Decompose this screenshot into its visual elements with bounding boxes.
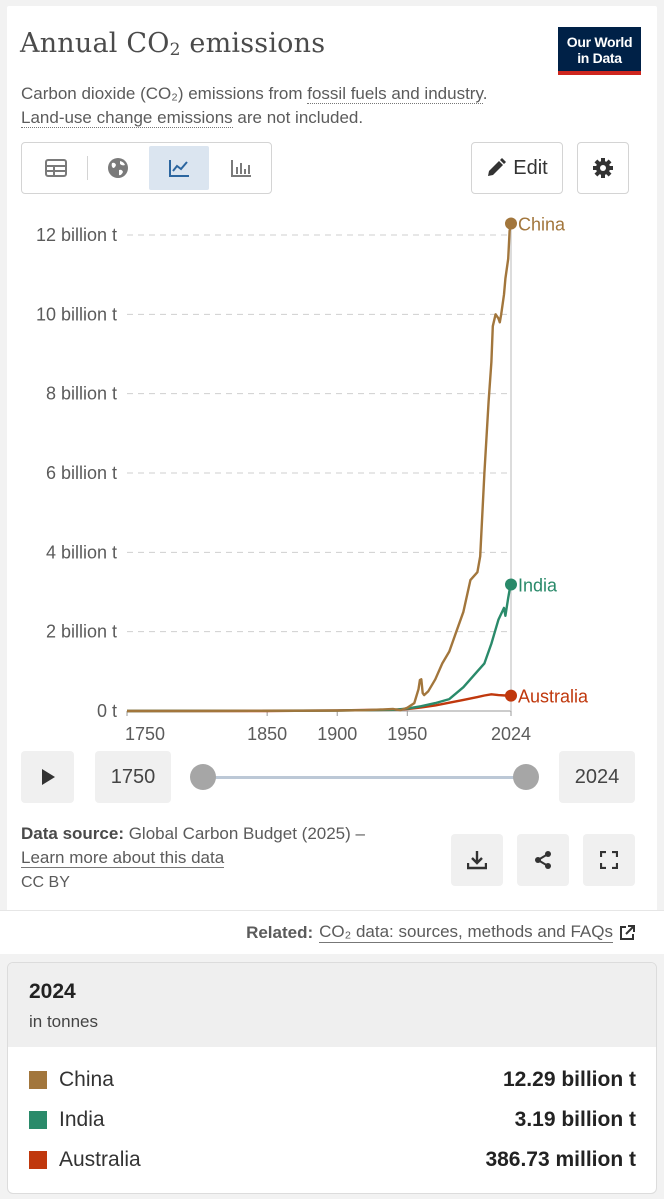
start-handle[interactable] xyxy=(190,764,216,790)
y-tick-label: 8 billion t xyxy=(46,384,117,404)
view-tabs xyxy=(21,142,272,194)
row-value: 3.19 billion t xyxy=(514,1108,636,1131)
owid-logo[interactable]: Our World in Data xyxy=(558,27,641,75)
data-table: 2024 in tonnes China 12.29 billion t Ind… xyxy=(7,962,657,1194)
share-icon xyxy=(535,851,551,869)
bar-chart-icon xyxy=(230,160,251,177)
chart-subtitle: Carbon dioxide (CO₂) emissions from foss… xyxy=(21,84,488,128)
series-end-label: India xyxy=(518,575,558,595)
x-tick-label: 1950 xyxy=(387,724,427,744)
y-tick-label: 0 t xyxy=(97,701,117,721)
data-source: Data source: Global Carbon Budget (2025)… xyxy=(21,824,365,891)
australia-swatch xyxy=(29,1151,47,1169)
row-value: 386.73 million t xyxy=(485,1148,636,1171)
table-icon xyxy=(45,159,68,177)
tab-line-chart[interactable] xyxy=(148,146,210,190)
fullscreen-icon xyxy=(600,851,618,869)
download-icon xyxy=(467,851,487,870)
line-chart[interactable]: 0 t 2 billion t 4 billion t 6 billion t 8 bi… xyxy=(0,200,664,750)
series-end-label: China xyxy=(518,214,566,234)
tab-divider xyxy=(86,156,88,180)
end-year-box[interactable]: 2024 xyxy=(559,751,635,803)
timeline-track[interactable] xyxy=(196,776,521,779)
start-year-box[interactable]: 1750 xyxy=(95,751,171,803)
edit-label: Edit xyxy=(513,156,548,179)
series-line-china xyxy=(126,223,513,713)
line-chart-icon xyxy=(168,160,189,177)
row-name: Australia xyxy=(59,1148,141,1171)
fullscreen-button[interactable] xyxy=(583,834,635,886)
share-button[interactable] xyxy=(517,834,569,886)
learn-more-link[interactable]: Learn more about this data xyxy=(21,848,225,868)
related-link[interactable]: CO₂ data: sources, methods and FAQs xyxy=(319,922,613,943)
related-bar xyxy=(0,910,664,954)
series-line-india xyxy=(126,584,513,713)
y-tick-label: 12 billion t xyxy=(36,225,117,245)
table-row-australia[interactable]: Australia 386.73 million t xyxy=(29,1145,636,1175)
end-handle[interactable] xyxy=(513,764,539,790)
series-end-label: Australia xyxy=(518,687,589,707)
table-year: 2024 xyxy=(29,980,76,1003)
table-row-china[interactable]: China 12.29 billion t xyxy=(29,1065,636,1095)
land-use-link[interactable]: Land-use change emissions xyxy=(21,108,233,128)
tab-table[interactable] xyxy=(26,146,87,190)
globe-icon xyxy=(108,158,129,178)
x-tick-label: 1900 xyxy=(317,724,357,744)
settings-button[interactable] xyxy=(577,142,629,194)
gear-icon xyxy=(593,158,613,178)
series-end-point xyxy=(505,689,517,702)
series-end-point xyxy=(505,578,517,591)
edit-button[interactable]: Edit xyxy=(471,142,563,194)
related-link-row: Related: CO₂ data: sources, methods and … xyxy=(246,922,635,943)
timeline-controls: 1750 2024 xyxy=(21,751,635,803)
table-unit: in tonnes xyxy=(29,1012,98,1031)
play-button[interactable] xyxy=(21,751,74,803)
table-header: 2024 in tonnes xyxy=(8,963,656,1047)
table-row-india[interactable]: India 3.19 billion t xyxy=(29,1105,636,1135)
chart-title: Annual CO2 emissions xyxy=(20,28,326,60)
series-end-point xyxy=(505,217,517,230)
china-swatch xyxy=(29,1071,47,1089)
y-tick-label: 6 billion t xyxy=(46,463,117,483)
x-tick-label: 1750 xyxy=(125,724,165,744)
play-icon xyxy=(41,769,55,785)
download-button[interactable] xyxy=(451,834,503,886)
y-tick-label: 4 billion t xyxy=(46,542,117,562)
y-tick-label: 2 billion t xyxy=(46,622,117,642)
tab-map[interactable] xyxy=(88,146,149,190)
license-text: CC BY xyxy=(21,874,70,891)
pencil-icon xyxy=(488,158,507,176)
y-tick-label: 10 billion t xyxy=(36,304,117,324)
tab-bar-chart[interactable] xyxy=(210,146,271,190)
fossil-fuels-link[interactable]: fossil fuels and industry xyxy=(307,84,483,104)
external-link-icon xyxy=(620,924,635,940)
row-name: India xyxy=(59,1108,105,1131)
india-swatch xyxy=(29,1111,47,1129)
row-name: China xyxy=(59,1068,114,1091)
x-tick-label: 1850 xyxy=(247,724,287,744)
row-value: 12.29 billion t xyxy=(502,1068,636,1091)
x-tick-label: 2024 xyxy=(491,724,531,744)
